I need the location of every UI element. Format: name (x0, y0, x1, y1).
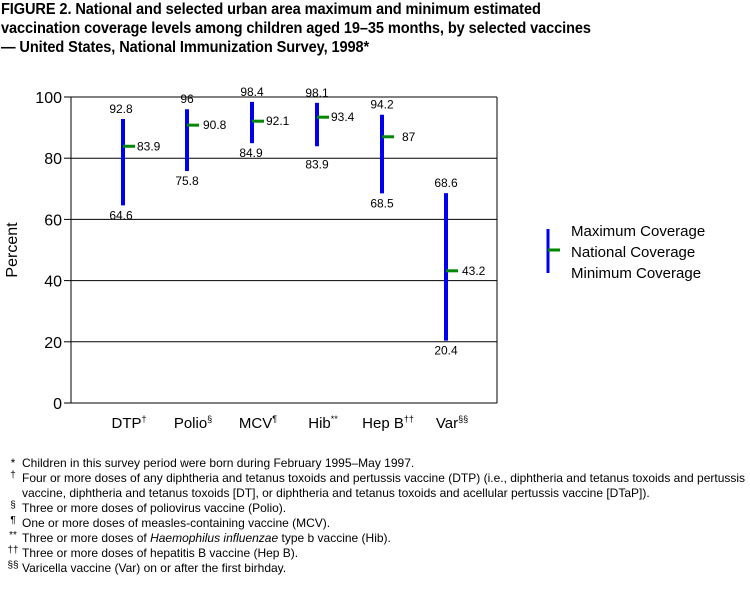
y-axis-label: Percent (4, 222, 21, 278)
footnote-mark: * (10, 456, 16, 470)
footnote: † Four or more doses of any diphtheria an… (6, 470, 750, 501)
national-value-label: 87 (402, 130, 416, 144)
national-value-label: 93.4 (331, 110, 355, 124)
min-value-label: 75.8 (175, 174, 199, 188)
legend-item: Maximum Coverage (571, 223, 705, 240)
footnote: § Three or more doses of poliovirus vacci… (6, 500, 750, 516)
min-value-label: 84.9 (239, 146, 263, 160)
y-tick-label: 20 (44, 335, 62, 352)
national-value-label: 90.8 (203, 118, 227, 132)
y-tick-label: 0 (53, 396, 62, 413)
category-mcv: 98.4 84.9 92.1 (239, 85, 289, 160)
footnote: ¶ One or more doses of measles-containing… (6, 515, 750, 531)
national-value-label: 83.9 (137, 139, 161, 153)
x-axis: DTP† Polio§ MCV¶ Hib** Hep B†† Var§§ (111, 414, 468, 432)
national-value-label: 92.1 (266, 114, 290, 128)
title-line-3: — United States, National Immunization S… (1, 39, 370, 56)
title-line-2: vaccination coverage levels among childr… (1, 20, 591, 37)
footnote-text: Three or more doses of poliovirus vaccin… (22, 501, 287, 515)
min-value-label: 64.6 (109, 208, 133, 222)
y-tick-label: 60 (44, 212, 62, 229)
footnote-text: One or more doses of measles-containing … (22, 516, 331, 530)
category-polio: 96 75.8 90.8 (175, 92, 226, 188)
min-value-label: 83.9 (305, 157, 329, 171)
footnote: §§ Varicella vaccine (Var) on or after th… (6, 560, 750, 576)
footnote-mark: †† (7, 545, 19, 556)
legend-item: National Coverage (571, 244, 695, 261)
category-dtp: 92.8 64.6 83.9 (109, 102, 160, 222)
footnote-text: Three or more doses of Haemophilus influ… (22, 531, 391, 545)
footnote-mark: ** (9, 530, 17, 541)
footnote-mark: § (10, 500, 16, 511)
footnote: †† Three or more doses of hepatitis B vac… (6, 545, 750, 561)
x-category-label: Hib** (308, 414, 338, 432)
footnote: * Children in this survey period were bor… (6, 456, 750, 471)
category-hib: 98.1 83.9 93.4 (305, 86, 354, 171)
max-value-label: 98.1 (305, 86, 329, 100)
footnote-text: Three or more doses of hepatitis B vacci… (22, 546, 299, 560)
gridlines (70, 96, 498, 404)
legend: Maximum Coverage National Coverage Minimum… (546, 223, 705, 282)
footnote-mark: ¶ (10, 515, 16, 526)
x-category-label: Hep B†† (362, 414, 414, 432)
y-tick-label: 80 (44, 151, 62, 168)
y-tick-label: 100 (35, 90, 62, 107)
footnote-text: Children in this survey period were born… (22, 456, 415, 470)
y-axis: 0 20 40 60 80 100 (35, 90, 71, 413)
y-tick-label: 40 (44, 274, 62, 291)
x-category-label: Var§§ (436, 414, 468, 432)
max-value-label: 94.2 (370, 98, 394, 112)
title-line-1: FIGURE 2. National and selected urban ar… (1, 1, 541, 18)
min-value-label: 68.5 (370, 196, 394, 210)
category-hep-b: 94.2 68.5 87 (370, 98, 415, 211)
footnote: ** Three or more doses of Haemophilus inf… (6, 530, 750, 546)
legend-item: Minimum Coverage (571, 265, 701, 282)
data-series: 92.8 64.6 83.9 96 75.8 90.8 98.4 84.9 92.1 98.1 83… (109, 85, 485, 358)
figure-title: FIGURE 2. National and selected urban ar… (1, 0, 749, 57)
min-value-label: 20.4 (434, 344, 458, 358)
category-var: 68.6 20.4 43.2 (434, 176, 485, 357)
footnote-mark: † (10, 470, 16, 481)
x-category-label: DTP† (111, 414, 146, 432)
max-value-label: 96 (180, 92, 194, 106)
max-value-label: 92.8 (109, 102, 133, 116)
range-chart: 0 20 40 60 80 100 Percent DTP† Polio§ MCV¶ Hib**… (4, 85, 705, 432)
footnote-text: Varicella vaccine (Var) on or after the … (22, 561, 287, 575)
footnotes: * Children in this survey period were bor… (6, 456, 750, 576)
x-category-label: Polio§ (174, 414, 212, 432)
footnote-italic-term: Haemophilus influenzae (150, 531, 279, 545)
max-value-label: 98.4 (240, 85, 264, 99)
national-value-label: 43.2 (462, 264, 486, 278)
footnote-text: Four or more doses of any diphtheria and… (22, 471, 746, 500)
max-value-label: 68.6 (434, 176, 458, 190)
x-category-label: MCV¶ (239, 414, 277, 432)
footnote-mark: §§ (7, 560, 19, 571)
